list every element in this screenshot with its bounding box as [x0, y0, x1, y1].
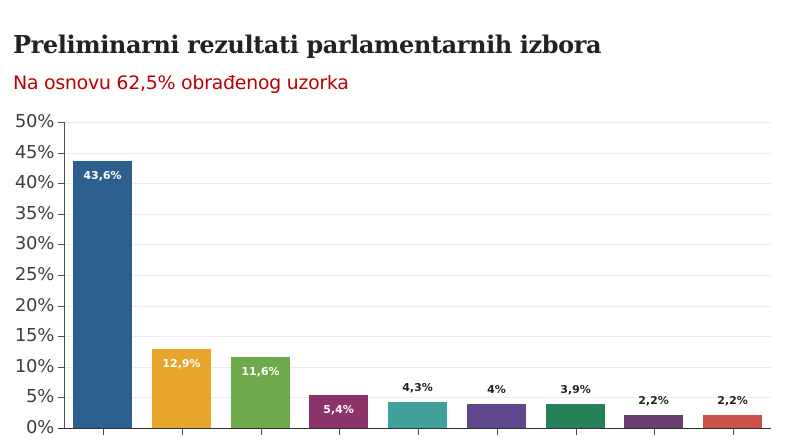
gridline: [65, 122, 771, 123]
y-axis-tick: [58, 244, 64, 245]
y-axis-tick: [58, 275, 64, 276]
x-axis-tick: [497, 429, 498, 435]
bar[interactable]: [546, 404, 605, 428]
bar[interactable]: [231, 357, 290, 428]
y-axis-label: 15%: [14, 325, 54, 346]
gridline: [65, 153, 771, 154]
bar[interactable]: [309, 395, 368, 428]
bar-value-label: 3,9%: [560, 383, 591, 396]
x-axis-tick: [103, 429, 104, 435]
y-axis-label: 40%: [14, 172, 54, 193]
bar-value-label: 4,3%: [402, 381, 433, 394]
gridline: [65, 306, 771, 307]
gridline: [65, 397, 771, 398]
x-axis-tick: [339, 429, 340, 435]
y-axis-label: 50%: [14, 111, 54, 132]
bar[interactable]: [624, 415, 683, 428]
y-axis-label: 20%: [14, 295, 54, 316]
y-axis-tick: [58, 306, 64, 307]
y-axis-label: 35%: [14, 203, 54, 224]
gridline: [65, 183, 771, 184]
y-axis-label: 10%: [14, 356, 54, 377]
chart-subtitle: Na osnovu 62,5% obrađenog uzorka: [13, 72, 349, 94]
bar[interactable]: [388, 402, 447, 428]
bar[interactable]: [73, 161, 132, 428]
gridline: [65, 244, 771, 245]
y-axis-tick: [58, 214, 64, 215]
bar-value-label: 43,6%: [83, 169, 122, 182]
y-axis-tick: [58, 122, 64, 123]
y-axis-label: 45%: [14, 142, 54, 163]
gridline: [65, 367, 771, 368]
y-axis-label: 30%: [14, 233, 54, 254]
bar[interactable]: [467, 404, 526, 428]
x-axis-tick: [261, 429, 262, 435]
y-axis-label: 25%: [14, 264, 54, 285]
y-axis-tick: [58, 183, 64, 184]
bar[interactable]: [703, 415, 762, 428]
bar-value-label: 5,4%: [323, 403, 354, 416]
y-axis-label: 5%: [26, 386, 54, 407]
gridline: [65, 214, 771, 215]
bar-value-label: 2,2%: [717, 394, 748, 407]
bar-value-label: 11,6%: [241, 365, 280, 378]
bar-value-label: 12,9%: [162, 357, 201, 370]
bar[interactable]: [152, 349, 211, 428]
y-axis-tick: [58, 367, 64, 368]
y-axis-label: 0%: [26, 417, 54, 438]
x-axis-tick: [654, 429, 655, 435]
bar-value-label: 2,2%: [638, 394, 669, 407]
y-axis-tick: [58, 336, 64, 337]
y-axis-tick: [58, 397, 64, 398]
x-axis-tick: [182, 429, 183, 435]
chart-title: Preliminarni rezultati parlamentarnih iz…: [13, 30, 602, 59]
gridline: [65, 336, 771, 337]
x-axis-tick: [576, 429, 577, 435]
y-axis: [64, 122, 65, 429]
x-axis-tick: [733, 429, 734, 435]
x-axis-tick: [418, 429, 419, 435]
y-axis-tick: [58, 153, 64, 154]
x-axis: [58, 428, 771, 429]
gridline: [65, 275, 771, 276]
bar-value-label: 4%: [487, 383, 506, 396]
